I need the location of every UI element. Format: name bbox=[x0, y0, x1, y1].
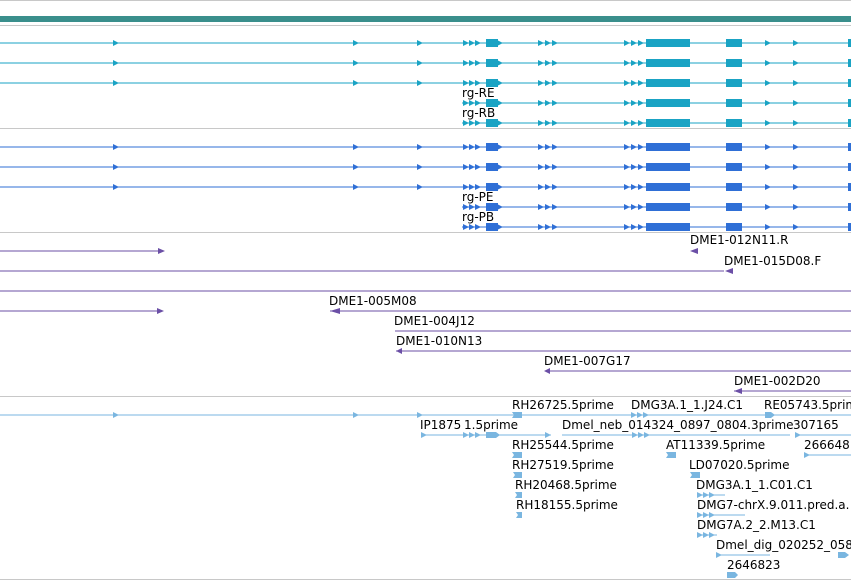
transcript-row[interactable] bbox=[0, 39, 851, 47]
clone-label: DME1-005M08 bbox=[329, 294, 417, 308]
clone-track: DME1-012N11.R DME1-015D08.F DME1-005M08 bbox=[0, 233, 851, 394]
est-label: DMG7A.2_2.M13.C1 bbox=[697, 518, 816, 532]
clone-feature[interactable] bbox=[734, 388, 851, 394]
est-feature[interactable] bbox=[0, 412, 851, 418]
est-feature[interactable] bbox=[515, 492, 522, 498]
est-label: RH27519.5prime bbox=[512, 458, 614, 472]
est-feature[interactable] bbox=[513, 472, 522, 478]
est-feature[interactable] bbox=[512, 452, 522, 458]
protein-row[interactable] bbox=[0, 143, 851, 151]
est-label: RH25544.5prime bbox=[512, 438, 614, 452]
est-feature[interactable] bbox=[421, 432, 551, 438]
est-label: LD07020.5prime bbox=[689, 458, 790, 472]
est-feature[interactable] bbox=[795, 432, 851, 438]
est-label: 1.5prime bbox=[464, 418, 518, 432]
est-feature[interactable] bbox=[716, 552, 849, 558]
transcript-row[interactable] bbox=[462, 119, 851, 127]
est-label: Dmel_neb_014324_0897_0804.3prime bbox=[562, 418, 794, 432]
est-label: DMG7-chrX.9.011.pred.a. bbox=[697, 498, 849, 512]
transcript-track: rg-RE rg-RB bbox=[0, 39, 851, 127]
transcript-label: rg-RE bbox=[462, 86, 495, 100]
transcript-label: rg-RB bbox=[462, 106, 495, 120]
est-feature[interactable] bbox=[697, 492, 725, 498]
protein-label: rg-PB bbox=[462, 210, 494, 224]
est-label: 307165 bbox=[793, 418, 839, 432]
est-feature[interactable] bbox=[697, 512, 745, 518]
est-label: RE05743.5prime bbox=[764, 398, 851, 412]
est-label: RH18155.5prime bbox=[516, 498, 618, 512]
protein-row[interactable] bbox=[0, 183, 851, 191]
protein-row[interactable] bbox=[462, 223, 851, 231]
clone-label: DME1-002D20 bbox=[734, 374, 821, 388]
est-track: RH26725.5prime DMG3A.1_1.J24.C1 RE05743.… bbox=[0, 398, 851, 578]
est-feature[interactable] bbox=[697, 532, 717, 538]
protein-track: rg-PE rg-PB bbox=[0, 143, 851, 231]
est-feature[interactable] bbox=[562, 432, 790, 438]
protein-label: rg-PE bbox=[462, 190, 494, 204]
header-band bbox=[0, 16, 851, 22]
clone-feature[interactable] bbox=[0, 248, 698, 254]
est-feature[interactable] bbox=[804, 452, 851, 458]
clone-label: DME1-012N11.R bbox=[690, 233, 788, 247]
est-feature[interactable] bbox=[516, 512, 522, 518]
est-label: IP1875 bbox=[420, 418, 461, 432]
protein-row[interactable] bbox=[462, 203, 851, 211]
clone-feature[interactable] bbox=[0, 308, 851, 314]
est-feature[interactable] bbox=[765, 412, 775, 418]
clone-label: DME1-010N13 bbox=[396, 334, 482, 348]
clone-label: DME1-007G17 bbox=[544, 354, 631, 368]
clone-feature[interactable] bbox=[396, 348, 851, 354]
clone-label: DME1-004J12 bbox=[394, 314, 475, 328]
est-label: 2646823 bbox=[727, 558, 780, 572]
protein-row[interactable] bbox=[0, 163, 851, 171]
est-label: 266648 bbox=[804, 438, 850, 452]
est-label: DMG3A.1_1.J24.C1 bbox=[631, 398, 743, 412]
clone-feature[interactable] bbox=[0, 268, 733, 274]
est-label: RH26725.5prime bbox=[512, 398, 614, 412]
est-feature[interactable] bbox=[666, 452, 676, 458]
transcript-row[interactable] bbox=[462, 99, 851, 107]
clone-feature[interactable] bbox=[544, 368, 851, 374]
est-label: Dmel_dig_020252_058 bbox=[716, 538, 851, 552]
est-feature[interactable] bbox=[631, 412, 660, 418]
transcript-row[interactable] bbox=[0, 79, 851, 87]
transcript-row[interactable] bbox=[0, 59, 851, 67]
clone-label: DME1-015D08.F bbox=[724, 254, 821, 268]
est-label: RH20468.5prime bbox=[515, 478, 617, 492]
est-feature[interactable] bbox=[512, 412, 522, 418]
est-feature[interactable] bbox=[690, 472, 700, 478]
est-feature[interactable] bbox=[727, 572, 738, 578]
est-label: AT11339.5prime bbox=[666, 438, 765, 452]
est-label: DMG3A.1_1.C01.C1 bbox=[696, 478, 813, 492]
